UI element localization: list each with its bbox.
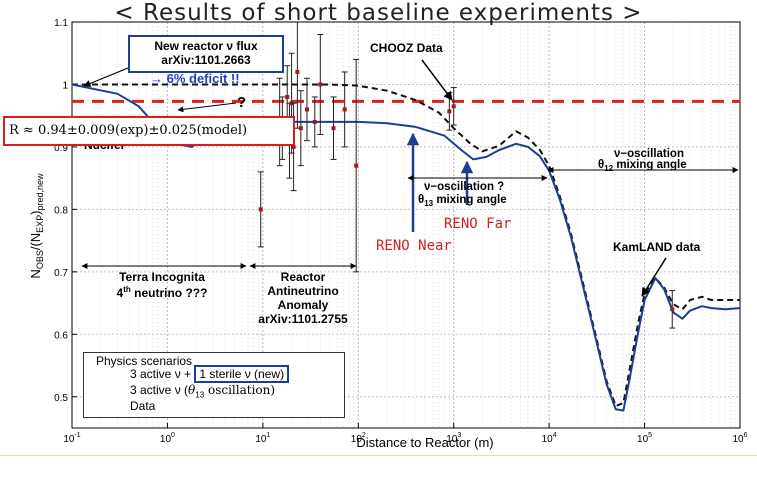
kamland-arrow	[641, 257, 667, 297]
raa-label-4: arXiv:1101.2755	[258, 312, 348, 326]
terra-label-2: 4th neutrino ???	[117, 285, 208, 300]
data-point	[297, 90, 304, 167]
plot-frame	[71, 21, 741, 429]
y-tick-label: 0.8	[54, 205, 68, 216]
data-point	[353, 58, 360, 273]
raa-label-1: Reactor	[281, 270, 326, 284]
y-tick-label: 0.6	[54, 330, 68, 341]
footer-line	[0, 455, 757, 456]
data-point	[317, 33, 324, 135]
theta13-label-line1: ν−oscillation ?	[424, 181, 504, 193]
r-formula: R ≈ 0.94±0.009(exp)±0.025(model)	[9, 123, 248, 138]
series-theta13-line	[72, 83, 740, 408]
theta12-label-line1: ν−oscillation	[614, 148, 684, 160]
data-point	[311, 96, 318, 148]
y-axis: 0.5 0.6 0.7 0.8 0.9 1 1.1	[54, 18, 77, 404]
legend-item-theta13: 3 active ν (θ13 oscillation)	[130, 383, 275, 399]
x-tick-label: 10-1	[63, 432, 80, 445]
annotation-arrows	[81, 59, 739, 297]
theta13-label-line2: θ13 mixing angle	[418, 194, 507, 208]
legend: Physics scenarios 3 active ν + 1 sterile…	[83, 352, 345, 418]
x-tick-label: 102	[351, 432, 366, 445]
y-tick-label: 1.1	[54, 18, 68, 29]
legend-item-data: Data	[130, 399, 156, 413]
chooz-label: CHOOZ Data	[370, 41, 443, 55]
x-tick-label: 104	[542, 432, 557, 445]
x-tick-label: 103	[446, 432, 461, 445]
terra-label-1: Terra Incognita	[119, 270, 205, 284]
question-arrow	[177, 102, 237, 113]
chooz-arrow	[421, 59, 453, 101]
y-tick-label: 0.9	[54, 143, 68, 154]
data-point	[257, 171, 264, 248]
raa-label-3: Anomaly	[278, 298, 329, 312]
theta12-label-line2: θ12 mixing angle	[598, 159, 687, 173]
r-formula-box: R ≈ 0.94±0.009(exp)±0.025(model)	[3, 116, 295, 146]
data-point	[330, 96, 337, 160]
data-point	[341, 71, 348, 148]
flux-line2: arXiv:1101.2663	[161, 53, 251, 67]
legend-item-theta13-a: 3 active ν (	[130, 383, 189, 397]
legend-item-theta13-c: oscillation)	[204, 383, 276, 397]
x-tick-label: 105	[637, 432, 652, 445]
raa-label-2: Antineutrino	[267, 284, 338, 298]
data-point	[450, 87, 457, 126]
x-tick-label: 106	[732, 432, 747, 445]
data-point	[669, 290, 676, 329]
data-point	[303, 77, 310, 142]
legend-item-sterile-box: 1 sterile ν (new)	[194, 365, 290, 383]
reno-near-label: RENO Near	[376, 238, 452, 254]
x-tick-label: 100	[160, 432, 175, 445]
x-tick-label: 101	[255, 432, 270, 445]
legend-title: Physics scenarios	[96, 354, 193, 368]
legend-item-theta13-sub: 13	[195, 390, 205, 400]
y-tick-label: 0.5	[54, 393, 68, 404]
deficit-label: → 6% deficit !!	[150, 71, 240, 86]
legend-item-theta13-b: θ	[188, 383, 196, 397]
legend-item-sterile: 3 active ν + 1 sterile ν (new)	[130, 365, 290, 383]
y-tick-label: 0.7	[54, 268, 68, 279]
legend-item-sterile-a: 3 active ν +	[130, 367, 195, 381]
y-tick-label: 1	[62, 80, 68, 91]
kamland-label: KamLAND data	[613, 240, 701, 254]
y-axis-label: NOBS/(NEXP)pred,new	[28, 173, 45, 279]
question-mark: ?	[237, 94, 246, 111]
x-axis: 10-1 100 101 102 103 104 105 106	[63, 423, 748, 445]
data-point	[294, 22, 301, 129]
reno-far-label: RENO Far	[444, 216, 511, 232]
flux-box: New reactor ν flux arXiv:1101.2663	[128, 35, 284, 73]
flux-arrow	[83, 67, 129, 87]
x-axis-label: Distance to Reactor (m)	[356, 435, 493, 450]
flux-line1: New reactor ν flux	[154, 39, 258, 53]
